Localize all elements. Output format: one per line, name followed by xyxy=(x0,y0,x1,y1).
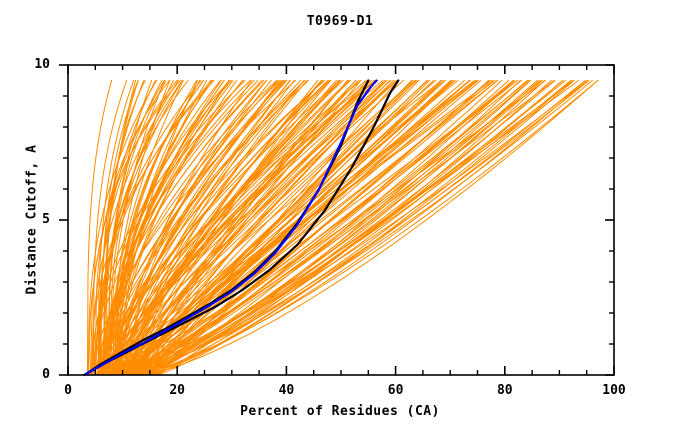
x-tick-label: 100 xyxy=(602,383,626,398)
prediction-curve xyxy=(91,80,246,376)
prediction-curve xyxy=(106,80,362,376)
prediction-curve xyxy=(115,80,459,376)
prediction-curve xyxy=(145,80,465,376)
prediction-curve xyxy=(132,80,599,376)
prediction-curve xyxy=(122,80,528,376)
prediction-curve xyxy=(145,80,567,376)
prediction-curve xyxy=(114,80,555,376)
prediction-curve xyxy=(108,80,386,376)
prediction-curve xyxy=(105,80,546,376)
prediction-curve xyxy=(101,80,255,376)
prediction-curve xyxy=(99,80,388,376)
prediction-curve xyxy=(129,80,295,376)
prediction-curve xyxy=(109,80,326,376)
prediction-curve xyxy=(97,80,213,376)
prediction-curve xyxy=(138,80,351,376)
prediction-curve xyxy=(103,80,309,376)
prediction-curve xyxy=(99,80,456,376)
prediction-curve xyxy=(107,80,163,376)
y-tick-label: 5 xyxy=(42,212,50,227)
prediction-curve xyxy=(92,80,128,376)
prediction-curve xyxy=(109,80,165,376)
prediction-curve xyxy=(89,80,181,376)
prediction-curve xyxy=(121,80,522,376)
prediction-curve xyxy=(108,80,531,376)
prediction-curve xyxy=(98,80,263,376)
prediction-curve xyxy=(113,80,221,376)
prediction-curve xyxy=(105,80,146,376)
prediction-curve xyxy=(123,80,368,376)
x-tick-label: 20 xyxy=(169,383,186,398)
x-tick-label: 60 xyxy=(387,383,404,398)
prediction-curve xyxy=(142,80,599,376)
prediction-curve xyxy=(105,80,443,376)
prediction-curve xyxy=(106,80,498,376)
prediction-curve xyxy=(134,80,563,376)
prediction-curve xyxy=(127,80,529,376)
prediction-curve xyxy=(103,80,234,376)
prediction-curve xyxy=(97,80,135,376)
y-tick-label: 10 xyxy=(34,57,50,72)
prediction-curve xyxy=(106,80,496,376)
prediction-curve xyxy=(98,80,183,376)
prediction-curve xyxy=(109,80,231,376)
axis-layer xyxy=(59,64,615,376)
x-tick-label: 80 xyxy=(496,383,513,398)
prediction-curve xyxy=(103,80,230,376)
prediction-curve xyxy=(139,80,392,376)
prediction-curve xyxy=(119,80,543,376)
prediction-curve xyxy=(120,80,267,376)
prediction-curve xyxy=(92,80,296,376)
prediction-curve xyxy=(120,80,331,376)
prediction-curve xyxy=(99,80,475,376)
prediction-curve xyxy=(123,80,593,376)
prediction-curve xyxy=(98,80,398,376)
prediction-curve xyxy=(130,80,350,376)
x-tick-label: 0 xyxy=(64,383,72,398)
prediction-curve xyxy=(112,80,272,376)
prediction-curve xyxy=(96,80,305,376)
prediction-curve xyxy=(113,80,198,376)
prediction-curve xyxy=(133,80,580,376)
x-axis-label: Percent of Residues (CA) xyxy=(240,404,440,419)
prediction-curve xyxy=(87,80,158,376)
prediction-curve xyxy=(94,80,284,376)
prediction-curve xyxy=(129,80,279,376)
curve-layer xyxy=(83,79,599,377)
x-tick-label: 40 xyxy=(278,383,295,398)
prediction-curve xyxy=(140,80,588,376)
prediction-curve xyxy=(143,80,573,376)
prediction-curve xyxy=(99,80,306,376)
prediction-curve xyxy=(102,80,372,376)
prediction-curve xyxy=(109,80,384,376)
chart-title: T0969-D1 xyxy=(306,14,374,29)
prediction-curve xyxy=(137,80,344,376)
prediction-curve xyxy=(123,80,478,376)
prediction-curve xyxy=(98,80,378,376)
highlight-curve-highlight-blue xyxy=(83,79,378,377)
prediction-curve xyxy=(90,80,179,376)
prediction-curve xyxy=(104,80,572,376)
y-tick-label: 0 xyxy=(42,367,50,382)
prediction-curve xyxy=(110,80,518,376)
prediction-curve xyxy=(92,80,251,376)
prediction-curve xyxy=(132,80,305,376)
prediction-curve xyxy=(109,80,342,376)
prediction-curve xyxy=(86,80,113,376)
prediction-curve xyxy=(114,80,302,376)
prediction-curve xyxy=(121,80,588,376)
